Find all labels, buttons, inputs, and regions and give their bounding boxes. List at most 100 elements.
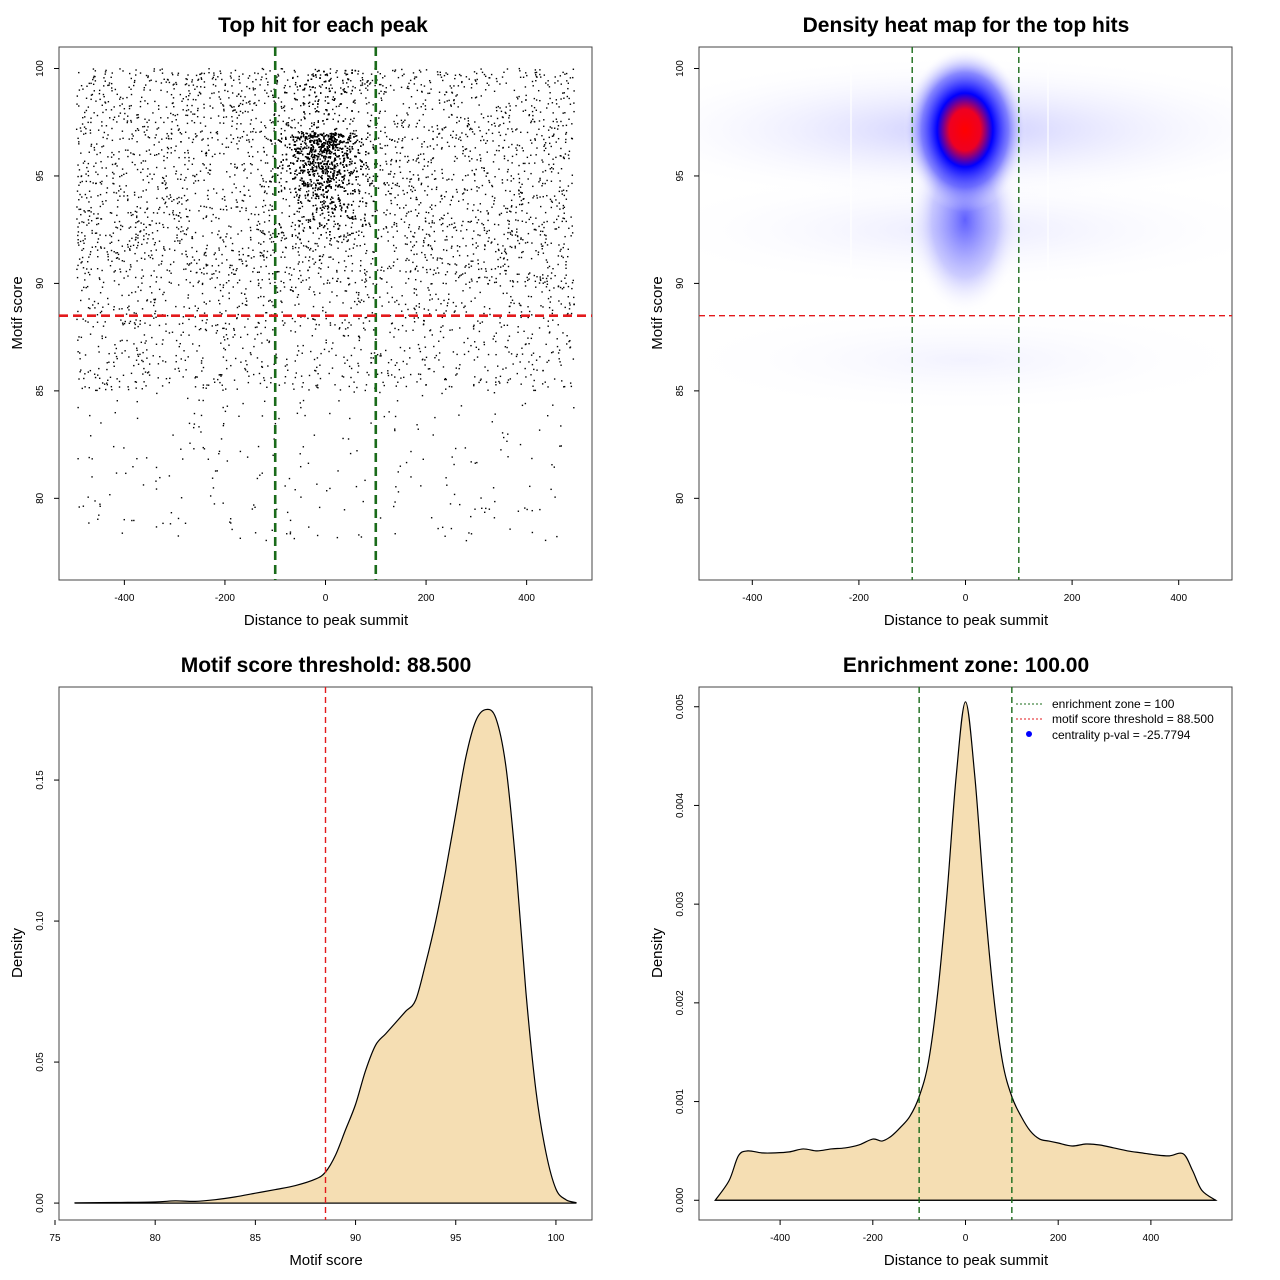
scatter-point [326, 282, 328, 284]
scatter-point [557, 255, 560, 257]
scatter-point [133, 322, 136, 324]
scatter-point [81, 256, 84, 259]
scatter-point [134, 210, 137, 213]
scatter-point [390, 322, 393, 325]
scatter-point [113, 173, 115, 175]
scatter-point [236, 95, 238, 97]
scatter-point [511, 246, 513, 249]
scatter-point [442, 249, 445, 251]
scatter-point [352, 101, 355, 103]
scatter-point [180, 334, 182, 336]
scatter-point [429, 235, 431, 237]
scatter-point [96, 143, 98, 145]
scatter-point [146, 175, 149, 178]
scatter-point [318, 151, 321, 153]
scatter-point [202, 357, 204, 359]
scatter-point [495, 77, 498, 80]
scatter-point [241, 103, 244, 106]
scatter-point [436, 267, 439, 269]
scatter-point [369, 134, 371, 136]
scatter-point [439, 74, 442, 76]
scatter-point [427, 212, 430, 214]
scatter-point [203, 179, 205, 181]
scatter-point [449, 503, 452, 505]
scatter-point [107, 100, 110, 103]
scatter-point [546, 261, 549, 263]
scatter-point [161, 68, 163, 70]
scatter-point [232, 110, 234, 112]
scatter-point [135, 129, 137, 132]
scatter-point [406, 177, 408, 180]
scatter-point [385, 227, 388, 229]
scatter-point [406, 191, 409, 194]
scatter-point [204, 328, 207, 331]
scatter-point [372, 283, 374, 285]
scatter-point [242, 200, 245, 202]
scatter-point [281, 212, 283, 214]
scatter-point [309, 128, 311, 130]
scatter-point [571, 282, 574, 284]
scatter-point [203, 103, 205, 106]
scatter-point [380, 99, 383, 102]
scatter-point [228, 292, 230, 294]
scatter-point [200, 205, 202, 207]
scatter-point [518, 256, 520, 259]
scatter-point [234, 109, 236, 111]
scatter-point [215, 216, 217, 219]
scatter-point [531, 531, 534, 534]
scatter-point [343, 356, 345, 358]
scatter-point [228, 225, 230, 227]
scatter-point [385, 160, 387, 163]
scatter-point [84, 211, 86, 213]
scatter-point [158, 141, 160, 143]
scatter-point [283, 286, 286, 288]
scatter-point [475, 247, 477, 249]
scatter-point [380, 355, 382, 357]
scatter-point [472, 328, 475, 330]
scatter-point [440, 76, 443, 78]
scatter-point [271, 529, 273, 531]
scatter-point [571, 123, 573, 125]
scatter-point [332, 342, 334, 344]
scatter-point [478, 348, 480, 351]
scatter-point [359, 159, 361, 161]
scatter-point [536, 197, 539, 199]
scatter-point [408, 87, 410, 90]
scatter-point [483, 261, 485, 263]
scatter-point [140, 222, 142, 224]
scatter-point [431, 222, 433, 224]
scatter-point [242, 99, 244, 102]
scatter-point [211, 137, 213, 139]
scatter-point [176, 237, 178, 239]
scatter-point [418, 306, 420, 308]
scatter-point [389, 192, 391, 195]
scatter-point [207, 458, 210, 460]
scatter-point [454, 145, 456, 148]
scatter-point [563, 243, 565, 245]
scatter-point [233, 379, 236, 381]
scatter-point [454, 310, 456, 312]
scatter-point [494, 176, 496, 178]
scatter-point [394, 327, 396, 330]
scatter-point [223, 339, 226, 341]
scatter-point [445, 310, 447, 312]
scatter-point [139, 231, 141, 233]
scatter-point [100, 247, 102, 249]
scatter-point [442, 336, 445, 339]
scatter-point [536, 369, 538, 371]
scatter-point [251, 109, 254, 111]
scatter-point [241, 136, 244, 138]
scatter-point [267, 365, 269, 367]
scatter-point [254, 213, 256, 216]
scatter-point [105, 200, 107, 202]
scatter-point [175, 339, 178, 342]
scatter-point [262, 180, 265, 182]
scatter-point [118, 380, 121, 383]
scatter-point [461, 224, 463, 227]
scatter-point [191, 104, 193, 107]
scatter-point [296, 86, 298, 88]
scatter-point [272, 168, 274, 170]
scatter-point [479, 211, 482, 213]
scatter-point [451, 329, 453, 331]
scatter-point [325, 339, 327, 341]
